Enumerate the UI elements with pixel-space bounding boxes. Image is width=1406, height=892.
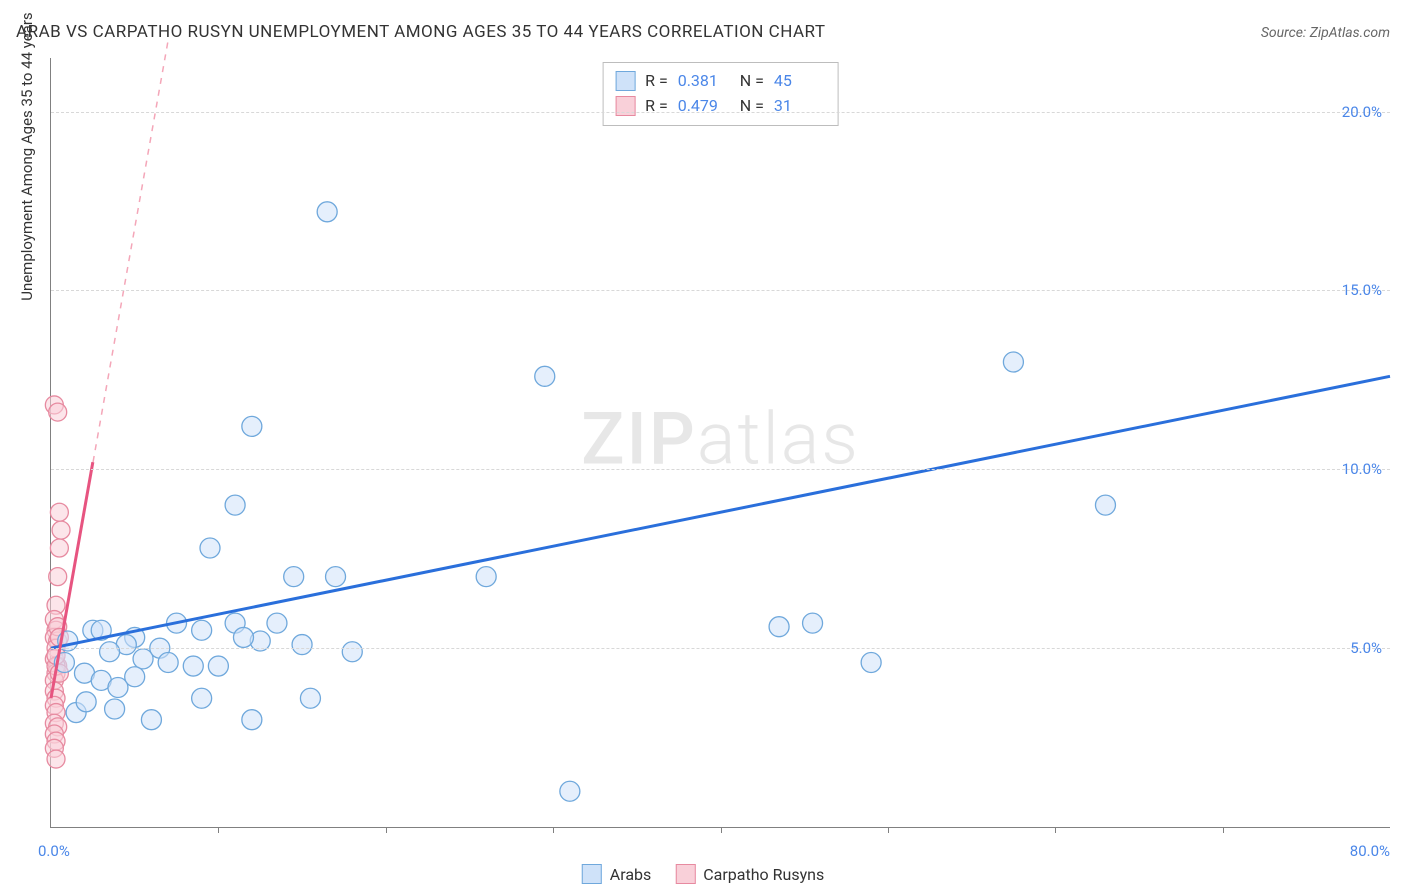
arab-point [560,781,580,801]
arab-point [1095,495,1115,515]
legend-label: Arabs [610,865,652,884]
gridline [51,112,1390,113]
r-label: R = [645,69,668,94]
y-tick-label: 20.0% [1342,103,1382,121]
arab-point [100,642,120,662]
gridline [51,648,1390,649]
chart-title: ARAB VS CARPATHO RUSYN UNEMPLOYMENT AMON… [16,22,826,42]
stats-row-rusyn: R = 0.479 N = 31 [615,94,826,119]
arab-point [76,692,96,712]
r-value: 0.479 [678,94,730,119]
gridline [51,469,1390,470]
swatch-arab [582,864,602,884]
arab-point [200,538,220,558]
arab-point [284,567,304,587]
arab-point [769,617,789,637]
title-bar: ARAB VS CARPATHO RUSYN UNEMPLOYMENT AMON… [16,22,1390,42]
legend-item-rusyns: Carpatho Rusyns [675,864,824,884]
arab-point [267,613,287,633]
arab-point [141,710,161,730]
x-axis-end-label: 80.0% [1350,842,1390,860]
n-value: 45 [774,69,826,94]
legend-label: Carpatho Rusyns [703,865,824,884]
arab-point [326,567,346,587]
rusyn-point [52,521,70,539]
arab-point [105,699,125,719]
legend-item-arabs: Arabs [582,864,652,884]
x-tick [386,827,387,833]
rusyn-point [50,539,68,557]
y-tick-label: 10.0% [1342,460,1382,478]
gridline [51,290,1390,291]
arab-point [476,567,496,587]
stats-row-arab: R = 0.381 N = 45 [615,69,826,94]
arab-point [803,613,823,633]
arab-point [158,652,178,672]
arab-point [192,620,212,640]
swatch-rusyn [615,96,635,116]
source-label: Source: ZipAtlas.com [1261,25,1390,41]
x-tick [218,827,219,833]
chart-svg [51,58,1390,827]
x-tick [553,827,554,833]
swatch-arab [615,71,635,91]
n-label: N = [740,94,764,119]
arab-point [125,667,145,687]
arab-point [183,656,203,676]
rusyn-point [49,403,67,421]
arab-point [1003,352,1023,372]
arab-point [342,642,362,662]
y-axis-label: Unemployment Among Ages 35 to 44 years [18,12,36,300]
x-tick [1223,827,1224,833]
n-label: N = [740,69,764,94]
x-tick [888,827,889,833]
arab-point [192,688,212,708]
arab-point [300,688,320,708]
plot-area: ZIPatlas R = 0.381 N = 45 R = 0.479 N = … [50,58,1390,828]
arab-point [535,366,555,386]
rusyn-point [49,568,67,586]
y-tick-label: 5.0% [1350,639,1382,657]
x-tick [1055,827,1056,833]
arab-point [861,652,881,672]
arab-point [317,202,337,222]
arab-point [208,656,228,676]
rusyn-point [47,750,65,768]
stats-legend: R = 0.381 N = 45 R = 0.479 N = 31 [602,62,839,126]
x-tick [721,827,722,833]
y-tick-label: 15.0% [1342,281,1382,299]
rusyn-point [50,503,68,521]
arab-point [242,710,262,730]
x-axis-start-label: 0.0% [38,842,70,860]
r-label: R = [645,94,668,119]
bottom-legend: Arabs Carpatho Rusyns [582,864,824,884]
swatch-rusyn [675,864,695,884]
arab-point [225,495,245,515]
r-value: 0.381 [678,69,730,94]
arab-point [242,416,262,436]
arab-point [133,649,153,669]
arab-point [233,627,253,647]
arab-point [292,635,312,655]
n-value: 31 [774,94,826,119]
